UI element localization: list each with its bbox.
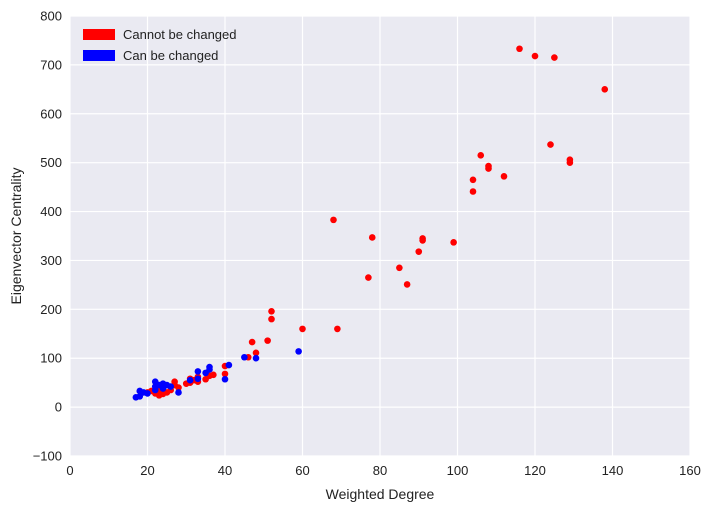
data-point-cannot-be-changed — [415, 248, 423, 255]
data-point-cannot-be-changed — [268, 315, 275, 323]
x-tick-label: 120 — [524, 463, 546, 478]
x-tick-label: 20 — [140, 463, 154, 478]
data-point-cannot-be-changed — [396, 264, 403, 272]
data-point-cannot-be-changed — [477, 152, 485, 159]
legend-swatch-cannot-be-changed — [83, 29, 115, 40]
y-tick-label: 200 — [40, 302, 62, 317]
y-tick-label: 100 — [40, 351, 62, 366]
data-point-can-be-changed — [194, 375, 202, 383]
data-point-can-be-changed — [151, 378, 159, 385]
x-tick-label: 140 — [602, 463, 624, 478]
y-tick-label: 300 — [40, 253, 62, 268]
legend: Cannot be changed Can be changed — [83, 27, 236, 63]
x-tick-label: 40 — [218, 463, 232, 478]
legend-label-cannot-be-changed: Cannot be changed — [123, 27, 236, 42]
data-point-cannot-be-changed — [175, 384, 182, 391]
x-tick-labels: 0 20 40 60 80 100 120 140 160 — [66, 463, 700, 478]
y-axis-label: Eigenvector Centrality — [8, 168, 24, 305]
y-tick-label: 700 — [40, 57, 62, 72]
data-point-cannot-be-changed — [551, 54, 558, 61]
data-point-cannot-be-changed — [450, 239, 457, 246]
y-tick-label: 0 — [55, 400, 62, 415]
data-point-cannot-be-changed — [368, 234, 376, 241]
y-tick-label: 800 — [40, 9, 62, 24]
data-point-can-be-changed — [175, 389, 182, 396]
data-point-cannot-be-changed — [566, 159, 574, 166]
data-point-can-be-changed — [241, 353, 248, 361]
data-point-cannot-be-changed — [268, 307, 275, 315]
data-point-cannot-be-changed — [403, 281, 411, 288]
data-point-can-be-changed — [225, 361, 233, 369]
data-point-can-be-changed — [202, 369, 209, 377]
data-point-can-be-changed — [151, 386, 159, 394]
grid-lines — [69, 15, 691, 457]
data-point-can-be-changed — [194, 368, 202, 375]
data-point-can-be-changed — [159, 385, 167, 392]
data-point-can-be-changed — [295, 348, 302, 355]
data-point-cannot-be-changed — [252, 349, 260, 357]
data-point-can-be-changed — [186, 376, 194, 384]
y-tick-label: 500 — [40, 155, 62, 170]
y-tick-label: 600 — [40, 106, 62, 121]
data-points — [132, 45, 609, 401]
data-point-cannot-be-changed — [365, 274, 372, 281]
data-point-can-be-changed — [221, 375, 229, 383]
data-point-cannot-be-changed — [330, 216, 337, 224]
data-point-can-be-changed — [252, 354, 260, 362]
legend-swatch-can-be-changed — [83, 50, 115, 61]
data-point-cannot-be-changed — [485, 165, 492, 172]
data-point-cannot-be-changed — [419, 237, 426, 244]
x-tick-label: 100 — [447, 463, 469, 478]
data-point-can-be-changed — [136, 393, 144, 400]
data-point-cannot-be-changed — [469, 188, 477, 195]
x-tick-label: 60 — [295, 463, 309, 478]
x-tick-label: 80 — [373, 463, 387, 478]
x-axis-label: Weighted Degree — [326, 486, 435, 502]
data-point-can-be-changed — [136, 387, 144, 395]
data-point-cannot-be-changed — [248, 338, 256, 346]
data-point-cannot-be-changed — [334, 325, 341, 333]
x-tick-label: 160 — [679, 463, 701, 478]
data-point-can-be-changed — [167, 383, 175, 390]
data-point-cannot-be-changed — [469, 176, 477, 184]
y-tick-label: −100 — [33, 449, 62, 464]
data-point-cannot-be-changed — [202, 375, 209, 383]
y-tick-label: 400 — [40, 204, 62, 219]
data-point-cannot-be-changed — [299, 325, 306, 333]
data-point-cannot-be-changed — [531, 52, 539, 60]
data-point-cannot-be-changed — [500, 173, 508, 180]
data-point-cannot-be-changed — [221, 370, 229, 378]
data-point-cannot-be-changed — [264, 337, 271, 344]
x-tick-label: 0 — [66, 463, 73, 478]
data-point-cannot-be-changed — [516, 45, 523, 53]
legend-label-can-be-changed: Can be changed — [123, 48, 218, 63]
y-tick-labels: −100 0 100 200 300 400 500 600 700 800 — [33, 9, 62, 464]
data-point-cannot-be-changed — [601, 86, 609, 93]
data-point-cannot-be-changed — [547, 141, 554, 148]
